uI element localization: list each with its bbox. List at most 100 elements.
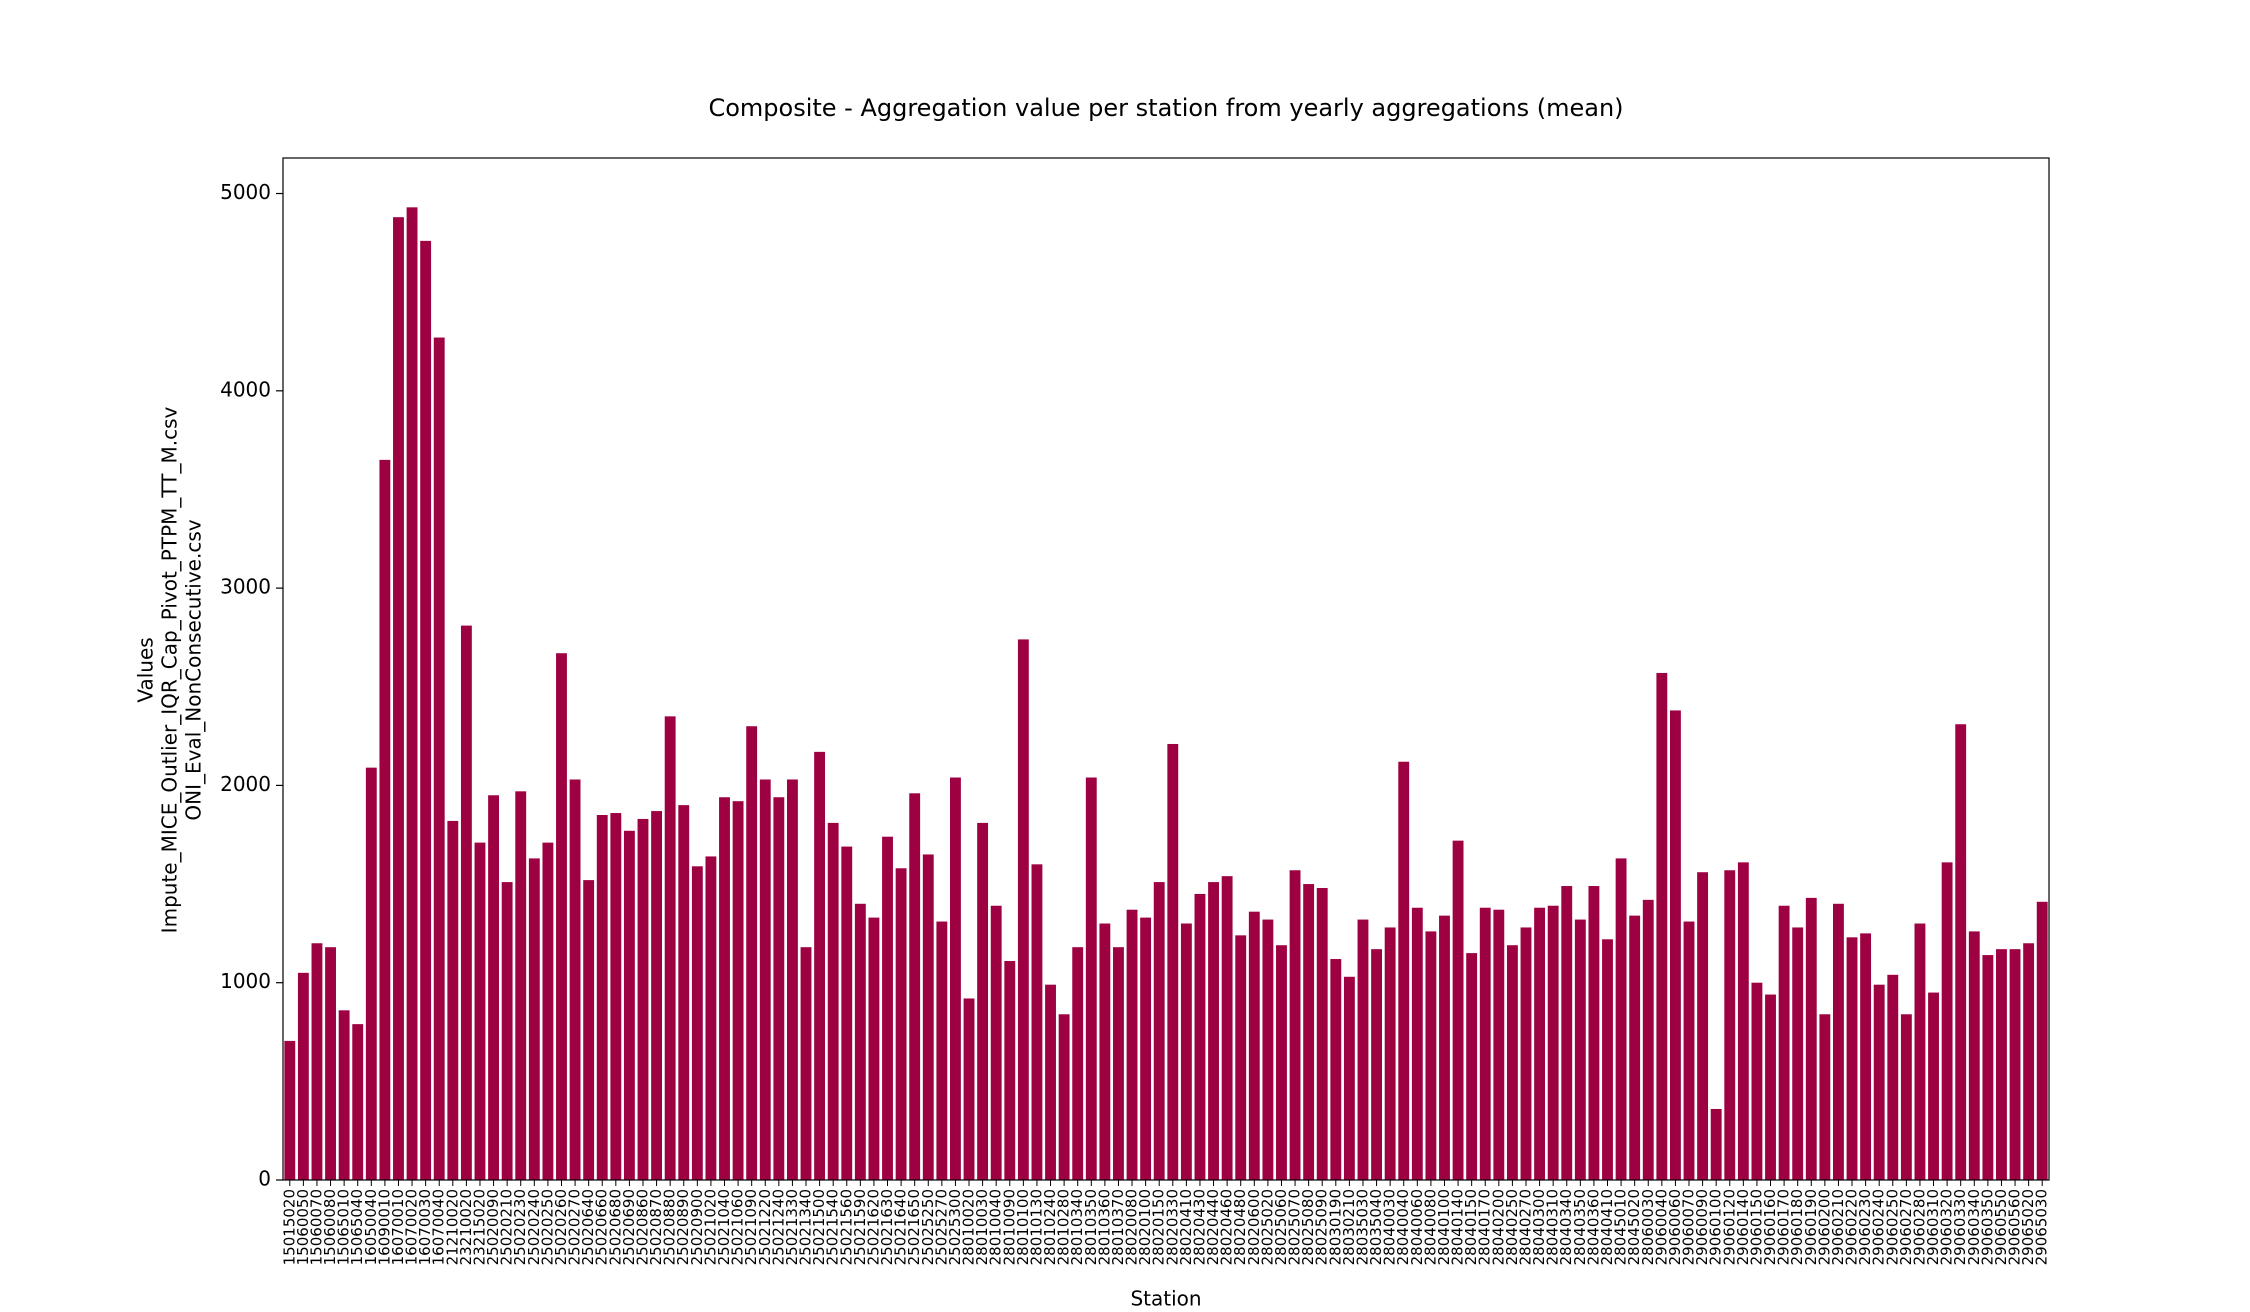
x-tick-label: 28045010 [1612,1189,1630,1265]
x-tick-label: 28040250 [1503,1189,1521,1265]
x-tick-label: 25021650 [905,1189,923,1265]
x-tick-label: 29060320 [1938,1189,1956,1265]
bar [1004,961,1016,1180]
x-tick-label: 25021620 [864,1189,882,1265]
bar [1357,919,1369,1180]
bar [1221,876,1233,1180]
x-tick-label: 28020440 [1204,1189,1222,1265]
x-tick-label: 25020680 [606,1189,624,1265]
x-tick-label: 28025060 [1272,1189,1290,1265]
y-tick-label: 0 [258,1167,271,1191]
bar [990,905,1002,1180]
x-tick-label: 29065030 [2033,1189,2051,1265]
x-tick-label: 28040100 [1435,1189,1453,1265]
bar [841,846,853,1180]
x-tick-label: 25021090 [742,1189,760,1265]
x-tick-label: 23210020 [457,1189,475,1265]
x-tick-label: 25021630 [878,1189,896,1265]
bar [1968,931,1980,1180]
bar [1411,907,1423,1180]
x-tick-label: 25020880 [661,1189,679,1265]
bar [1343,976,1355,1180]
bar [759,779,771,1180]
x-tick-label: 25020250 [538,1189,556,1265]
bar [773,797,785,1180]
bar [1805,897,1817,1180]
bar [420,240,432,1180]
bar [1765,994,1776,1180]
x-tick-label: 25021220 [756,1189,774,1265]
x-tick-label: 28025090 [1313,1189,1331,1265]
x-tick-label: 28020600 [1245,1189,1263,1265]
x-tick-label: 16050040 [362,1189,380,1265]
bar [1180,923,1192,1180]
x-tick-label: 25020210 [498,1189,516,1265]
x-tick-label: 25020260 [552,1189,570,1265]
bar [814,751,826,1180]
x-tick-label: 29060210 [1829,1189,1847,1265]
x-tick-label: 28040080 [1421,1189,1439,1265]
y-axis-label: Impute_MICE_Outlier_IQR_Cap_Pivot_PTPM_T… [158,407,182,934]
x-tick-label: 29060350 [1978,1189,1996,1265]
x-tick-label: 25020230 [511,1189,529,1265]
bar [1914,923,1926,1180]
bar [1683,921,1695,1180]
bar [651,811,663,1180]
x-tick-label: 28030210 [1340,1189,1358,1265]
x-tick-label: 29060200 [1815,1189,1833,1265]
bar [352,1024,364,1180]
bar [1928,992,1939,1180]
bar [895,868,907,1180]
bar [338,1010,350,1180]
x-tick-label: 29060100 [1707,1189,1725,1265]
x-tick-label: 15060080 [321,1189,339,1265]
bar [664,716,676,1180]
x-tick-label: 28010020 [960,1189,978,1265]
bar [1846,937,1858,1180]
x-tick-label: 25021040 [715,1189,733,1265]
x-tick-label: 28040350 [1571,1189,1589,1265]
x-tick-label: 29060280 [1910,1189,1928,1265]
bar [1574,919,1586,1180]
x-tick-label: 28040360 [1584,1189,1602,1265]
x-tick-label: 25021020 [701,1189,719,1265]
x-tick-label: 28040040 [1394,1189,1412,1265]
bar [1208,882,1219,1180]
bar [433,337,445,1180]
bar [1547,905,1559,1180]
bar [1289,870,1301,1180]
bar [406,207,418,1180]
bar [542,842,554,1180]
x-tick-label: 28010030 [973,1189,991,1265]
bar [1955,724,1967,1180]
x-tick-label: 28040310 [1544,1189,1562,1265]
y-tick-label: 3000 [220,575,271,599]
x-tick-label: 16070030 [416,1189,434,1265]
bar [1330,959,1342,1180]
x-tick-label: 28010340 [1068,1189,1086,1265]
bar [623,830,635,1180]
x-tick-label: 25021540 [824,1189,842,1265]
bar [732,801,744,1180]
x-tick-label: 28040170 [1476,1189,1494,1265]
y-tick-label: 5000 [220,180,271,204]
bar [1819,1014,1831,1180]
y-tick-label: 4000 [220,377,271,401]
x-tick-label: 16070020 [403,1189,421,1265]
bar [1276,945,1287,1180]
bar [1982,955,1994,1180]
bar [379,459,391,1180]
bar [786,779,798,1180]
bar [2023,943,2035,1180]
x-tick-label: 25020240 [525,1189,543,1265]
bar [1085,777,1097,1180]
x-tick-label: 28020460 [1218,1189,1236,1265]
x-tick-label: 28020150 [1150,1189,1168,1265]
plot-frame [282,157,2050,1181]
bar [1479,907,1491,1180]
bar [460,625,472,1180]
bar [1398,761,1410,1180]
bar [474,842,486,1180]
bar [1615,858,1627,1180]
x-tick-label: 29060310 [1924,1189,1942,1265]
